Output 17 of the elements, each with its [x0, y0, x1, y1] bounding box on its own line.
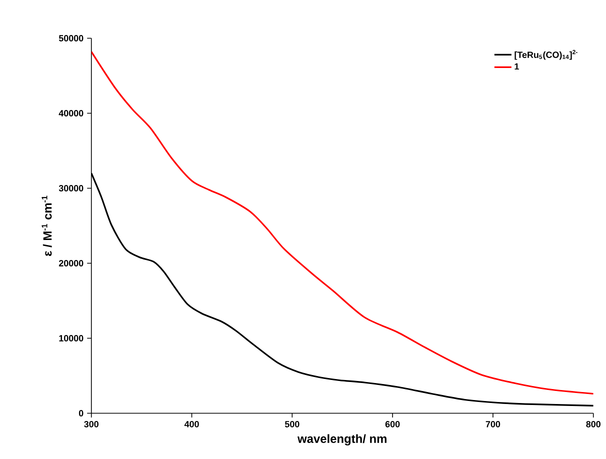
x-tick-label: 800: [586, 421, 600, 428]
y-axis-title: ε / M$^{-1}$ cm$^{-1}$: [42, 196, 52, 256]
line-series: [91, 50, 594, 395]
y-tick-label: 50000: [58, 35, 84, 42]
x-tick-label: 600: [385, 421, 400, 428]
y-tick-label: 30000: [58, 185, 84, 192]
y-tick-label: 40000: [58, 110, 84, 116]
y-tick-label: 10000: [59, 335, 84, 342]
x-tick-label: 500: [284, 421, 300, 428]
legend-label: [TeRu$_{5}$(CO)$_{14}$]$^{2-}$: [514, 50, 578, 60]
x-axis-title: wavelength/ nm: [297, 434, 386, 446]
x-tick-label: 400: [184, 421, 199, 428]
y-tick-label: 0: [78, 410, 84, 416]
x-tick-label: 300: [84, 421, 98, 428]
legend-label: 1: [514, 63, 519, 70]
x-tick-label: 700: [486, 421, 500, 428]
y-tick-label: 20000: [58, 260, 84, 266]
